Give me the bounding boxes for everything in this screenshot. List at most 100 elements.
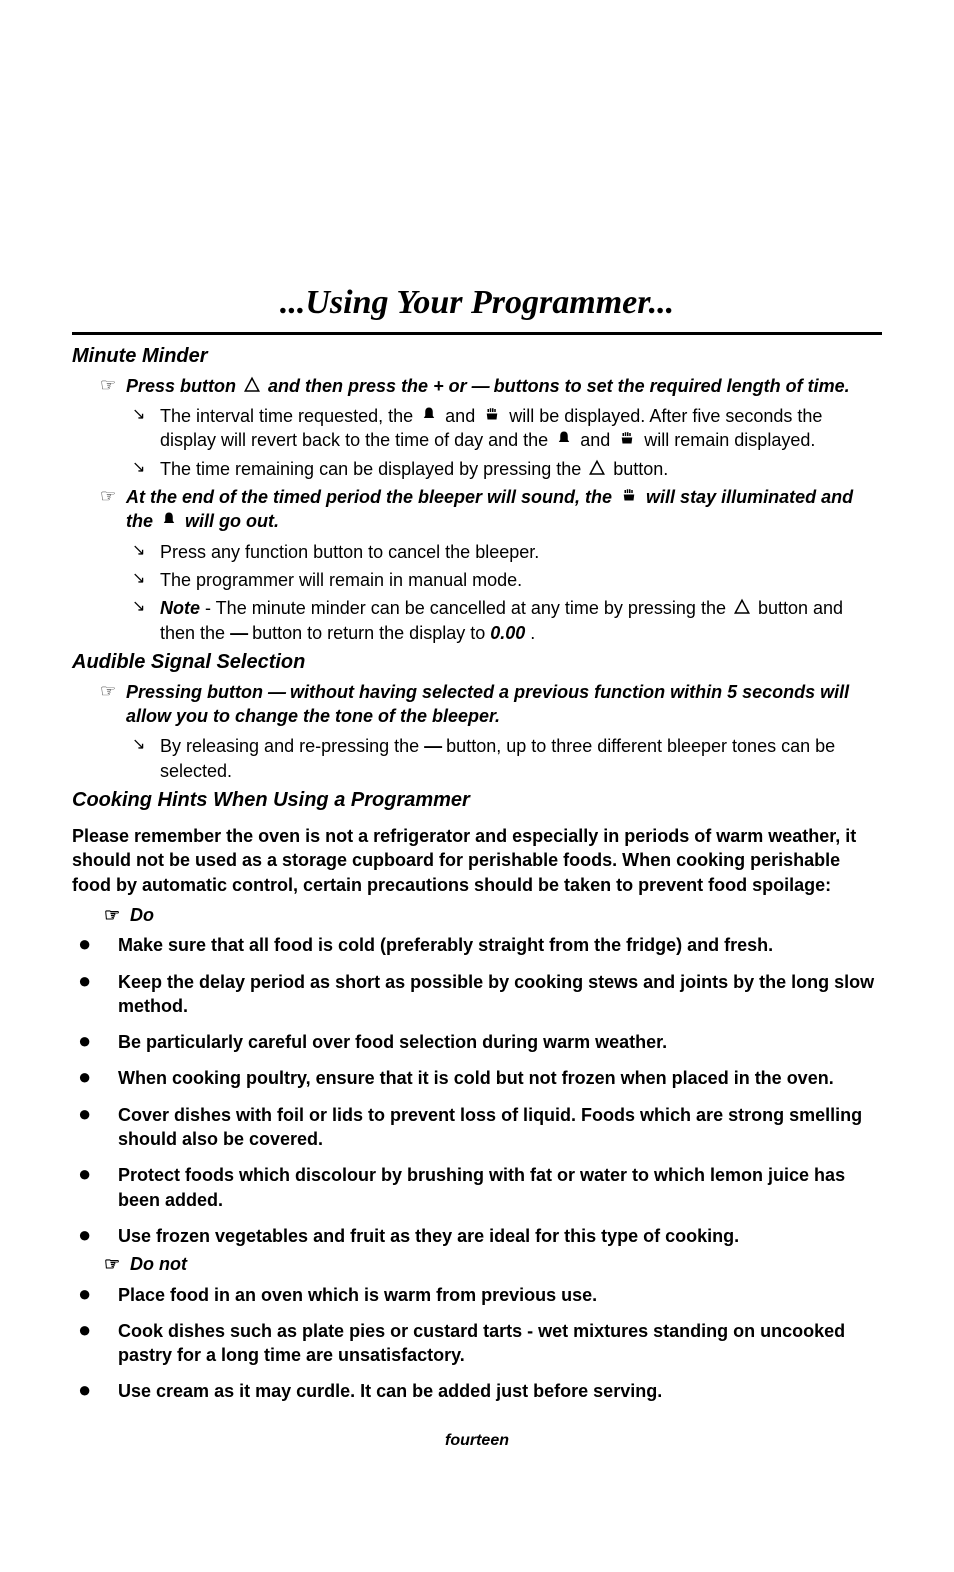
arrow-icon: ↘	[132, 457, 160, 479]
bullet-icon: ●	[72, 1030, 118, 1052]
aud-sub-1: ↘ By releasing and re-pressing the — but…	[132, 734, 882, 783]
heading-audible: Audible Signal Selection	[72, 649, 882, 676]
list-item-text: Use frozen vegetables and fruit as they …	[118, 1224, 882, 1248]
do-label-text: Do	[130, 903, 154, 927]
bell-icon	[555, 430, 573, 448]
donot-label: ☞ Do not	[104, 1252, 882, 1276]
pointer-icon: ☞	[100, 485, 126, 508]
mm-sub-3: ↘ Press any function button to cancel th…	[132, 540, 882, 564]
list-item-text: Cover dishes with foil or lids to preven…	[118, 1103, 882, 1152]
mm-sub-5-text: Note - The minute minder can be cancelle…	[160, 596, 882, 645]
text-frag: At the end of the timed period the bleep…	[126, 487, 617, 507]
bullet-icon: ●	[72, 1379, 118, 1401]
arrow-icon: ↘	[132, 596, 160, 618]
pointer-icon: ☞	[100, 374, 126, 397]
list-item-text: Use cream as it may curdle. It can be ad…	[118, 1379, 882, 1403]
list-item: ●When cooking poultry, ensure that it is…	[72, 1066, 882, 1090]
mm-sub-3-text: Press any function button to cancel the …	[160, 540, 882, 564]
do-list: ●Make sure that all food is cold (prefer…	[72, 933, 882, 1248]
mm-sub-2: ↘ The time remaining can be displayed by…	[132, 457, 882, 481]
mm-instruction-1: ☞ Press button and then press the + or —…	[100, 374, 882, 398]
triangle-icon	[733, 598, 751, 616]
list-item-text: Place food in an oven which is warm from…	[118, 1283, 882, 1307]
aud-instruction-1: ☞ Pressing button — without having selec…	[100, 680, 882, 729]
bullet-icon: ●	[72, 1224, 118, 1246]
mm-sub-4: ↘ The programmer will remain in manual m…	[132, 568, 882, 592]
mm-sub-1-text: The interval time requested, the and wil…	[160, 404, 882, 453]
pointer-icon: ☞	[100, 680, 126, 703]
mm-sub-2-text: The time remaining can be displayed by p…	[160, 457, 882, 481]
page-title: ...Using Your Programmer...	[72, 280, 882, 326]
title-rule	[72, 332, 882, 335]
pot-icon	[482, 406, 502, 424]
plus-icon: +	[433, 376, 444, 396]
minus-icon: —	[472, 376, 489, 396]
heading-minute-minder: Minute Minder	[72, 343, 882, 370]
text-frag: will remain displayed.	[644, 430, 815, 450]
list-item: ●Make sure that all food is cold (prefer…	[72, 933, 882, 957]
arrow-icon: ↘	[132, 404, 160, 426]
mm-sub-5: ↘ Note - The minute minder can be cancel…	[132, 596, 882, 645]
minus-icon: —	[230, 623, 247, 643]
bullet-icon: ●	[72, 1103, 118, 1125]
list-item: ●Use cream as it may curdle. It can be a…	[72, 1379, 882, 1403]
list-item: ●Cook dishes such as plate pies or custa…	[72, 1319, 882, 1368]
bullet-icon: ●	[72, 1163, 118, 1185]
zero-value: 0.00	[490, 623, 525, 643]
text-frag: The time remaining can be displayed by p…	[160, 459, 586, 479]
text-frag: and	[580, 430, 615, 450]
text-frag: Press button	[126, 376, 241, 396]
list-item: ●Protect foods which discolour by brushi…	[72, 1163, 882, 1212]
text-frag: By releasing and re-pressing the	[160, 736, 424, 756]
text-frag: The interval time requested, the	[160, 406, 413, 426]
minus-icon: —	[424, 736, 441, 756]
note-label: Note	[160, 598, 200, 618]
text-frag: and	[445, 406, 480, 426]
aud-sub-1-text: By releasing and re-pressing the — butto…	[160, 734, 882, 783]
pointer-icon: ☞	[104, 903, 130, 927]
text-frag: Pressing button	[126, 682, 268, 702]
triangle-icon	[243, 376, 261, 394]
list-item: ●Keep the delay period as short as possi…	[72, 970, 882, 1019]
pot-icon	[619, 487, 639, 505]
list-item-text: Protect foods which discolour by brushin…	[118, 1163, 882, 1212]
text-frag: will go out.	[185, 511, 279, 531]
donot-label-text: Do not	[130, 1252, 187, 1276]
page-footer: fourteen	[72, 1430, 882, 1452]
bell-icon	[420, 406, 438, 424]
mm-instruction-2-text: At the end of the timed period the bleep…	[126, 485, 882, 534]
list-item: ●Place food in an oven which is warm fro…	[72, 1283, 882, 1307]
arrow-icon: ↘	[132, 540, 160, 562]
heading-cooking: Cooking Hints When Using a Programmer	[72, 787, 882, 814]
pot-icon	[617, 430, 637, 448]
mm-sub-1: ↘ The interval time requested, the and w…	[132, 404, 882, 453]
list-item: ●Be particularly careful over food selec…	[72, 1030, 882, 1054]
list-item-text: When cooking poultry, ensure that it is …	[118, 1066, 882, 1090]
mm-sub-4-text: The programmer will remain in manual mod…	[160, 568, 882, 592]
text-frag: - The minute minder can be cancelled at …	[205, 598, 731, 618]
aud-instruction-1-text: Pressing button — without having selecte…	[126, 680, 882, 729]
bell-icon	[160, 511, 178, 529]
cooking-intro: Please remember the oven is not a refrig…	[72, 824, 882, 897]
bullet-icon: ●	[72, 970, 118, 992]
bullet-icon: ●	[72, 933, 118, 955]
text-frag: and then press the	[268, 376, 433, 396]
text-frag: buttons to set the required length of ti…	[494, 376, 850, 396]
bullet-icon: ●	[72, 1283, 118, 1305]
list-item-text: Make sure that all food is cold (prefera…	[118, 933, 882, 957]
text-frag: button.	[613, 459, 668, 479]
text-frag: .	[530, 623, 535, 643]
list-item: ●Cover dishes with foil or lids to preve…	[72, 1103, 882, 1152]
arrow-icon: ↘	[132, 568, 160, 590]
list-item-text: Be particularly careful over food select…	[118, 1030, 882, 1054]
mm-instruction-1-text: Press button and then press the + or — b…	[126, 374, 882, 398]
pointer-icon: ☞	[104, 1252, 130, 1276]
do-label: ☞ Do	[104, 903, 882, 927]
arrow-icon: ↘	[132, 734, 160, 756]
list-item: ●Use frozen vegetables and fruit as they…	[72, 1224, 882, 1248]
triangle-icon	[588, 459, 606, 477]
text-frag: or	[449, 376, 472, 396]
donot-list: ●Place food in an oven which is warm fro…	[72, 1283, 882, 1404]
minus-icon: —	[268, 682, 285, 702]
mm-instruction-2: ☞ At the end of the timed period the ble…	[100, 485, 882, 534]
